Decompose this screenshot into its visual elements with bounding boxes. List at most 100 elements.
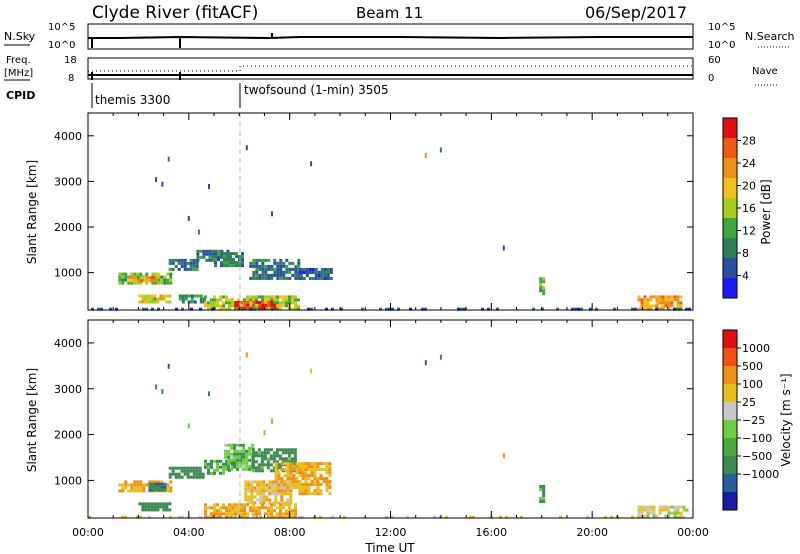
power-echo-cell (273, 258, 277, 262)
power-echo-cell (184, 297, 188, 301)
velocity-echo-cell (210, 506, 213, 510)
power-echo-cell (571, 307, 574, 311)
velocity-echo-cell (283, 492, 287, 496)
velocity-colorbar-tick-label: −100 (742, 432, 772, 445)
power-echo-cell (220, 252, 224, 256)
power-echo-cell (297, 267, 301, 271)
velocity-echo-cell (228, 515, 231, 519)
power-echo-cell (166, 272, 170, 276)
power-echo-cell (291, 261, 295, 265)
power-echo-cell (241, 258, 244, 262)
velocity-echo-cell (325, 465, 329, 469)
power-echo-cell (670, 298, 674, 302)
velocity-echo-cell (280, 501, 284, 505)
power-echo-cell (276, 295, 279, 299)
power-echo-cell (285, 258, 289, 262)
velocity-echo-cell (243, 506, 246, 510)
velocity-echo-cell (216, 465, 219, 469)
velocity-echo-cell (142, 486, 146, 490)
power-echo-cell (264, 298, 267, 302)
power-echo-cell (661, 307, 665, 311)
velocity-ytick-label: 1000 (54, 474, 82, 487)
velocity-echo-cell (293, 463, 297, 467)
velocity-echo-cell (265, 495, 269, 499)
velocity-echo-cell (244, 492, 248, 496)
velocity-colorbar-label: Velocity [m s⁻¹] (779, 373, 793, 466)
velocity-echo-cell (637, 505, 641, 509)
power-echo-cell (285, 267, 289, 271)
velocity-echo-cell (542, 488, 546, 491)
velocity-echo-cell (280, 483, 284, 487)
velocity-echo-cell (259, 489, 263, 493)
power-echo-cell (314, 268, 318, 271)
power-echo-cell (160, 275, 164, 279)
velocity-echo-cell (227, 443, 231, 447)
velocity-echo-cell (133, 480, 137, 484)
velocity-echo-cell (310, 471, 314, 475)
velocity-echo-cell (263, 463, 267, 467)
power-echo-cell (655, 307, 658, 311)
power-echo-cell (282, 304, 285, 308)
velocity-echo-cell (287, 460, 291, 464)
power-echo-cell (181, 307, 184, 311)
power-echo-cell (124, 278, 128, 282)
power-echo-cell (273, 261, 277, 265)
power-echo-cell (202, 297, 206, 301)
power-echo-cell (216, 304, 219, 308)
velocity-echo-cell (243, 509, 246, 513)
velocity-echo-cell (234, 509, 237, 513)
velocity-echo-cell (289, 498, 293, 502)
velocity-echo-cell (272, 451, 276, 455)
power-echo-cell (190, 307, 193, 311)
velocity-echo-cell (539, 488, 543, 491)
velocity-echo-cell (649, 505, 653, 509)
velocity-echo-cell (228, 512, 231, 516)
velocity-echo-cell (136, 480, 140, 484)
power-echo-cell (130, 281, 134, 285)
velocity-echo-cell (216, 462, 219, 466)
power-echo-cell (134, 276, 138, 280)
velocity-echo-cell (224, 467, 228, 471)
power-echo-cell (147, 297, 151, 301)
power-echo-cell (252, 303, 256, 307)
power-echo-cell (192, 267, 196, 271)
power-echo-cell (595, 307, 598, 311)
velocity-echo-cell (298, 515, 301, 519)
power-echo-cell (207, 304, 210, 308)
velocity-echo-cell (270, 503, 273, 507)
power-echo-cell (121, 275, 125, 279)
velocity-xtick-label: 04:00 (173, 526, 205, 539)
power-echo-cell (279, 304, 282, 308)
velocity-echo-cell (231, 512, 234, 516)
power-echo-cell (305, 271, 309, 274)
power-echo-cell (255, 304, 258, 308)
velocity-echo-cell (661, 505, 665, 509)
velocity-echo-cell (304, 471, 308, 475)
velocity-echo-cell (274, 486, 278, 490)
velocity-echo-cell (230, 455, 234, 459)
velocity-echo-cell (166, 483, 170, 487)
power-echo-cell (270, 264, 274, 268)
power-echo-cell (222, 304, 225, 308)
power-colorbar-block (723, 178, 737, 199)
velocity-echo-cell (290, 448, 294, 452)
power-echo-cell (267, 303, 271, 307)
power-echo-cell (136, 272, 140, 276)
velocity-echo-cell (301, 483, 305, 487)
velocity-echo-cell (643, 508, 647, 512)
velocity-echo-cell (655, 515, 658, 519)
velocity-echo-cell (520, 515, 523, 519)
power-echo-cell (220, 264, 223, 268)
power-echo-cell (421, 307, 424, 311)
velocity-echo-cell (257, 469, 261, 473)
power-echo-point (155, 177, 158, 183)
velocity-echo-cell (251, 448, 255, 452)
velocity-echo-cell (139, 515, 142, 519)
velocity-echo-cell (150, 505, 154, 509)
velocity-echo-cell (664, 505, 668, 509)
velocity-echo-cell (157, 482, 161, 486)
velocity-echo-cell (255, 506, 258, 510)
velocity-echo-cell (259, 501, 263, 505)
power-echo-cell (249, 261, 253, 265)
velocity-xtick-label: 00:00 (72, 526, 104, 539)
